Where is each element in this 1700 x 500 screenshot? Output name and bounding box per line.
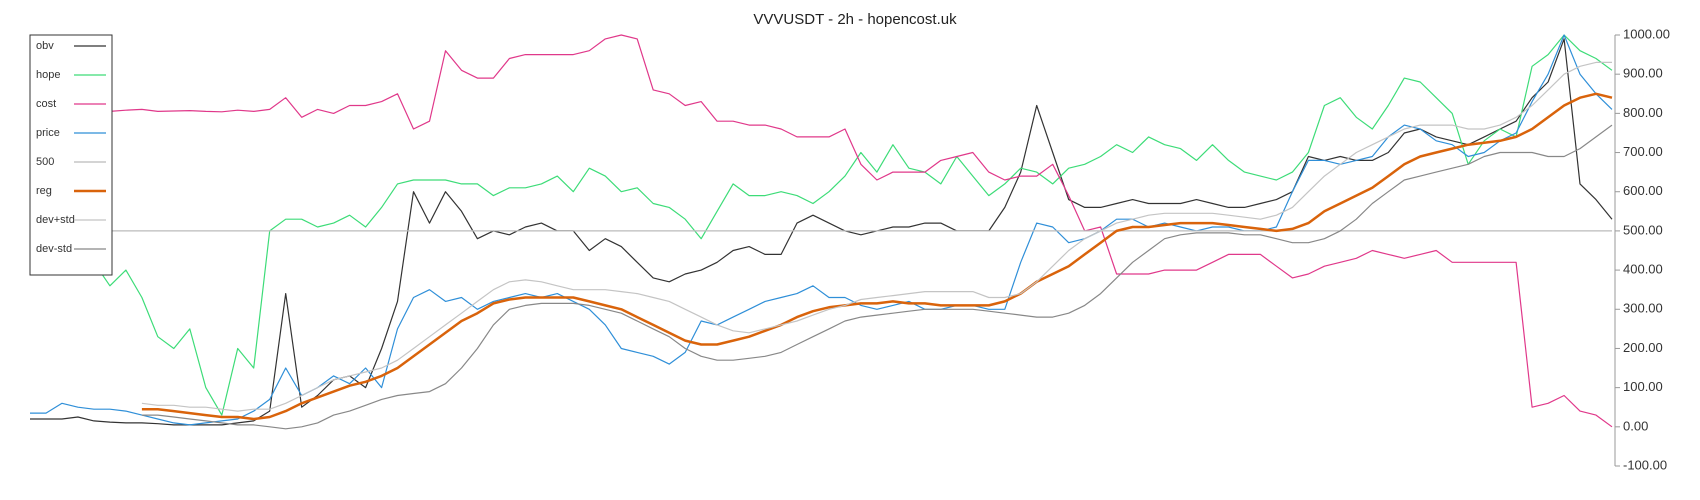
series-line	[141, 124, 1613, 430]
series-line	[141, 92, 1613, 421]
y-tick-label: 0.00	[1623, 418, 1648, 433]
chart-title: VVVUSDT - 2h - hopencost.uk	[753, 11, 957, 28]
y-tick-label: 300.00	[1623, 301, 1663, 316]
y-tick-label: -100.00	[1623, 457, 1667, 472]
y-tick-label: 600.00	[1623, 183, 1663, 198]
legend-label: 500	[36, 156, 54, 168]
series-line	[30, 38, 1613, 426]
y-tick-label: 100.00	[1623, 379, 1663, 394]
legend-label: price	[36, 127, 60, 139]
legend-label: cost	[36, 98, 56, 110]
legend-label: dev-std	[36, 243, 72, 255]
series-line	[141, 61, 1612, 412]
y-tick-label: 800.00	[1623, 105, 1663, 120]
legend-label: dev+std	[36, 214, 75, 226]
legend-label: hope	[36, 69, 60, 81]
y-tick-label: 200.00	[1623, 340, 1663, 355]
legend-label: obv	[36, 40, 54, 52]
series-line	[30, 34, 1613, 426]
legend-label: reg	[36, 185, 52, 197]
y-tick-label: 1000.00	[1623, 26, 1670, 41]
series-line	[29, 34, 1613, 428]
y-tick-label: 700.00	[1623, 144, 1663, 159]
y-tick-label: 900.00	[1623, 66, 1663, 81]
y-tick-label: 500.00	[1623, 222, 1663, 237]
series-line	[29, 34, 1613, 416]
y-tick-label: 400.00	[1623, 262, 1663, 277]
